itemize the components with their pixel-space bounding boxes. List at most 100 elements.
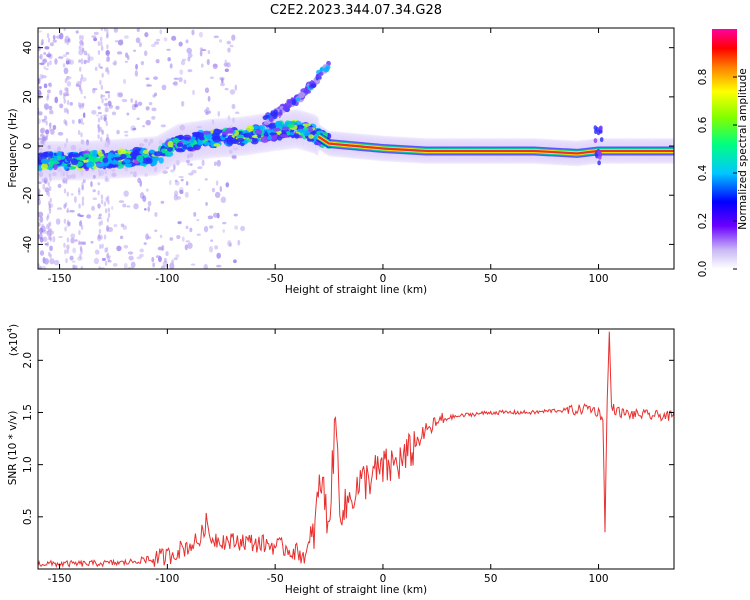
noise-speckle: [78, 118, 82, 124]
noise-streak: [106, 252, 110, 258]
noise-speckle: [124, 60, 129, 63]
ridge-blob: [183, 136, 191, 141]
noise-speckle: [223, 62, 229, 67]
x-tick-label: -50: [267, 573, 284, 585]
noise-speckle: [190, 263, 196, 266]
noise-speckle: [72, 247, 77, 254]
noise-speckle: [70, 173, 77, 179]
noise-speckle: [144, 50, 148, 57]
noise-speckle: [83, 50, 88, 56]
noise-speckle: [163, 37, 168, 42]
noise-speckle: [183, 79, 187, 84]
noise-speckle: [97, 106, 101, 110]
noise-speckle: [178, 187, 184, 194]
noise-streak: [97, 49, 101, 55]
ridge-blob: [199, 136, 205, 141]
ridge-blob: [48, 151, 54, 158]
noise-speckle: [94, 66, 98, 72]
noise-speckle: [47, 145, 51, 150]
noise-speckle: [216, 252, 221, 259]
noise-streak: [100, 234, 103, 240]
noise-streak: [79, 253, 82, 259]
x-tick-label: 50: [484, 573, 497, 585]
x-tick-label: 100: [589, 573, 609, 585]
noise-speckle: [172, 81, 178, 86]
noise-speckle: [104, 97, 108, 101]
noise-speckle: [174, 180, 180, 186]
noise-streak: [106, 28, 109, 34]
noise-speckle: [233, 259, 237, 264]
noise-speckle: [133, 203, 139, 210]
noise-speckle: [161, 244, 165, 251]
noise-speckle: [69, 255, 74, 261]
noise-speckle: [123, 244, 129, 249]
noise-speckle: [207, 215, 214, 220]
noise-speckle: [52, 39, 57, 43]
noise-streak: [100, 199, 104, 205]
noise-streak: [64, 201, 68, 207]
noise-speckle: [161, 84, 167, 91]
ridge-blob: [275, 120, 283, 128]
noise-speckle: [214, 191, 221, 198]
noise-speckle: [97, 182, 101, 186]
noise-streak: [104, 142, 107, 148]
noise-speckle: [153, 41, 160, 45]
noise-streak: [107, 207, 110, 213]
noise-streak: [97, 190, 100, 196]
noise-speckle: [226, 40, 232, 45]
branch-blob: [268, 115, 274, 123]
noise-speckle: [62, 63, 66, 68]
noise-streak: [65, 258, 68, 264]
noise-speckle: [44, 187, 50, 193]
colorbar-tick-label: 0.0: [697, 261, 709, 278]
noise-speckle: [134, 104, 139, 108]
spectrogram-y-axis-label: Frequency (Hz): [7, 108, 19, 187]
x-tick-label: -100: [155, 573, 179, 585]
noise-streak: [47, 230, 50, 236]
noise-speckle: [55, 218, 61, 225]
snr-plot-area: [38, 331, 674, 569]
branch-blob: [316, 73, 320, 79]
noise-speckle: [38, 171, 44, 178]
branch-blob: [295, 97, 301, 102]
noise-streak: [105, 102, 108, 108]
noise-speckle: [126, 205, 131, 208]
y-tick-label: 2.0: [22, 352, 34, 369]
noise-speckle: [196, 219, 200, 222]
noise-speckle: [135, 63, 138, 70]
colorbar-tick-label: 0.8: [697, 69, 709, 86]
noise-speckle: [38, 265, 42, 269]
noise-speckle: [151, 256, 155, 263]
noise-streak: [107, 93, 111, 99]
y-tick-label: 1.5: [22, 404, 34, 421]
noise-speckle: [186, 162, 191, 166]
y-tick-label: 0: [22, 143, 34, 150]
noise-speckle: [99, 66, 103, 69]
noise-speckle: [234, 225, 239, 230]
ridge-blob: [108, 164, 118, 168]
noise-speckle: [169, 179, 172, 186]
noise-speckle: [155, 59, 160, 64]
noise-speckle: [216, 159, 221, 167]
noise-speckle: [154, 92, 158, 97]
noise-speckle: [113, 59, 117, 66]
noise-speckle: [175, 159, 180, 166]
noise-streak: [107, 69, 110, 75]
noise-speckle: [199, 47, 204, 52]
noise-streak: [63, 218, 67, 224]
noise-speckle: [162, 170, 168, 174]
noise-speckle: [111, 172, 117, 177]
noise-speckle: [212, 212, 218, 218]
noise-streak: [104, 247, 107, 253]
noise-speckle: [231, 34, 236, 41]
branch-blob: [318, 72, 324, 76]
noise-speckle: [75, 30, 79, 34]
noise-speckle: [137, 101, 143, 106]
noise-streak: [106, 32, 109, 38]
noise-speckle: [155, 38, 161, 42]
noise-speckle: [93, 257, 100, 265]
noise-speckle: [124, 134, 129, 137]
noise-streak: [100, 115, 103, 121]
y-tick-label: 1.0: [22, 456, 34, 473]
noise-speckle: [139, 248, 144, 253]
